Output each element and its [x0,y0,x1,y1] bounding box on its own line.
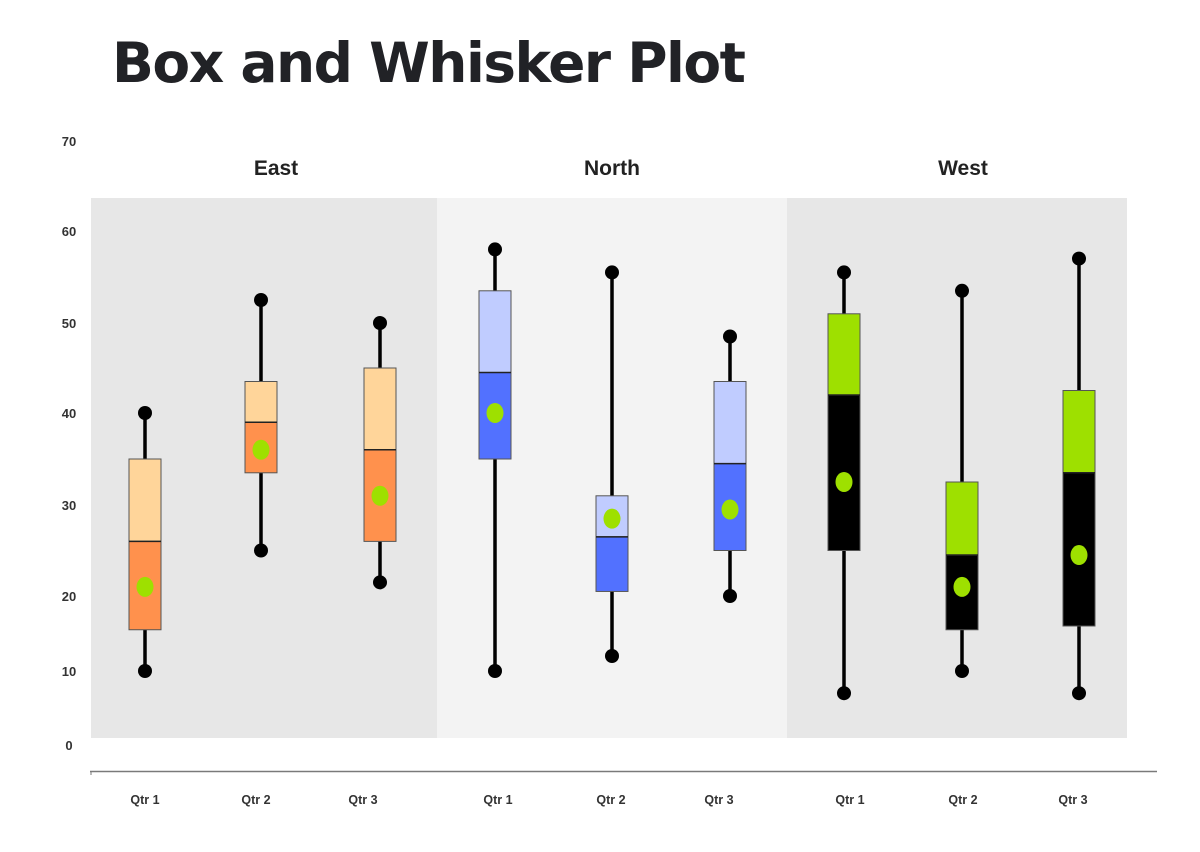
x-tick-label: Qtr 1 [130,793,159,807]
mean-marker [486,403,504,423]
box-series [128,242,1096,701]
mean-marker [835,472,853,492]
x-axis: Qtr 1 Qtr 2 Qtr 3 Qtr 1 Qtr 2 Qtr 3 Qtr … [130,793,1087,807]
y-tick-label: 0 [65,738,72,753]
max-marker [605,265,619,280]
max-marker [138,406,152,420]
min-marker [837,686,851,701]
x-tick-label: Qtr 2 [596,793,625,807]
box-west-qtr-1 [827,265,861,701]
box-north-qtr-3 [713,329,747,603]
group-label-north: North [584,157,640,180]
y-tick-label: 30 [62,498,76,513]
max-marker [373,316,387,330]
max-marker [488,242,502,257]
min-marker [955,664,969,678]
min-marker [254,543,268,558]
box-west-qtr-2 [945,283,979,678]
mean-marker [603,508,621,529]
max-marker [837,265,851,280]
x-tick-label: Qtr 2 [241,793,270,807]
box-east-qtr-2 [244,293,278,558]
upper-quartile-box [827,313,861,396]
upper-quartile-box [478,290,512,373]
upper-quartile-box [244,381,278,423]
upper-quartile-box [363,367,397,451]
x-tick-label: Qtr 1 [483,793,512,807]
y-tick-label: 50 [62,316,76,331]
max-marker [723,329,737,344]
chart-title: Box and Whisker Plot [112,31,746,95]
y-tick-label: 70 [62,134,76,149]
upper-quartile-box [713,381,747,465]
mean-marker [1070,545,1088,566]
x-tick-label: Qtr 2 [948,793,977,807]
upper-quartile-box [128,458,162,542]
max-marker [955,283,969,298]
max-marker [1072,251,1086,266]
y-tick-label: 20 [62,589,76,604]
upper-quartile-box [945,481,979,556]
mean-marker [371,485,389,506]
y-tick-label: 60 [62,224,76,239]
box-north-qtr-2 [595,265,629,663]
box-east-qtr-3 [363,316,397,590]
min-marker [488,664,502,678]
upper-quartile-box [1062,390,1096,474]
x-tick-label: Qtr 3 [704,793,733,807]
box-east-qtr-1 [128,406,162,678]
y-axis: 70 60 50 40 30 20 10 0 [62,134,76,753]
box-west-qtr-3 [1062,251,1096,701]
x-tick-label: Qtr 3 [1058,793,1087,807]
min-marker [605,649,619,663]
mean-marker [953,576,971,597]
min-marker [723,589,737,603]
group-label-east: East [254,157,298,180]
min-marker [373,575,387,590]
mean-marker [721,499,739,520]
min-marker [138,664,152,678]
min-marker [1072,686,1086,701]
lower-quartile-box [595,536,629,592]
mean-marker [136,576,154,597]
y-tick-label: 10 [62,664,76,679]
x-tick-label: Qtr 3 [348,793,377,807]
box-north-qtr-1 [478,242,512,678]
max-marker [254,293,268,307]
group-label-west: West [938,157,988,180]
x-tick-label: Qtr 1 [835,793,864,807]
mean-marker [252,439,270,460]
y-tick-label: 40 [62,406,76,421]
